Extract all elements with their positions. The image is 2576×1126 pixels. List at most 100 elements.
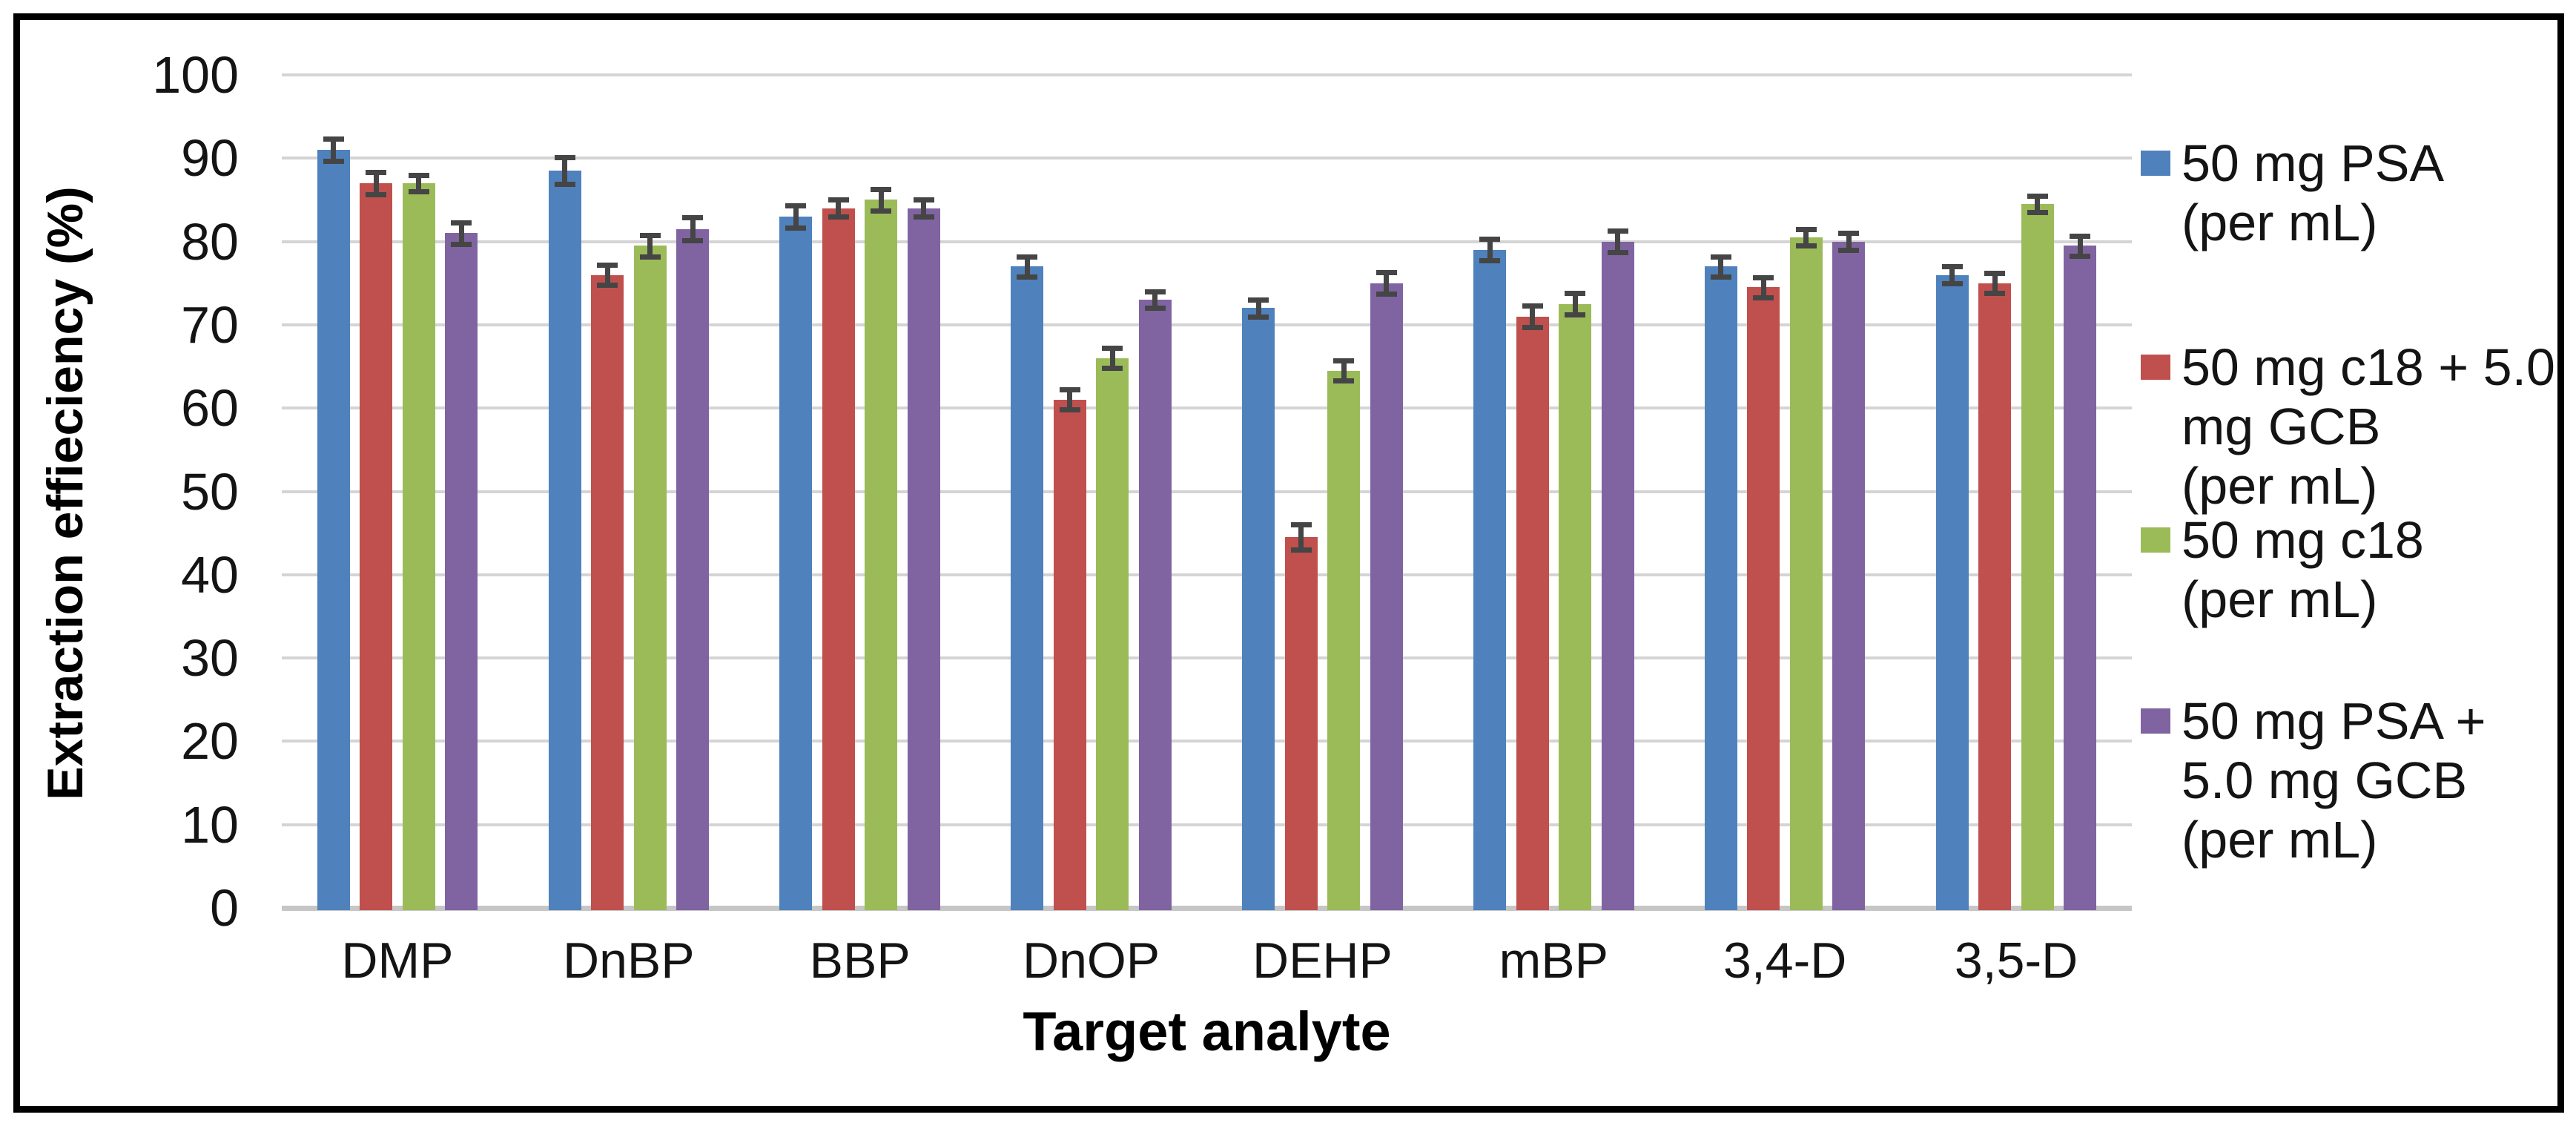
error-bar (1298, 524, 1304, 550)
error-bar-cap (1838, 231, 1860, 237)
error-bar (416, 174, 422, 192)
error-bar-cap (828, 214, 849, 220)
error-bar-cap (1941, 264, 1963, 270)
error-bar-cap (1565, 312, 1586, 318)
x-category-label: DnOP (1022, 932, 1160, 989)
gridline-40 (282, 573, 2132, 576)
bar (1242, 308, 1275, 910)
legend-label-line: (per mL) (2182, 194, 2378, 251)
error-bar-cap (1607, 250, 1628, 256)
legend-label-line: (per mL) (2182, 811, 2378, 869)
error-bar-cap (1290, 547, 1312, 553)
bar (822, 208, 855, 910)
error-bar-cap (366, 191, 387, 197)
error-bar-cap (554, 155, 575, 161)
error-bar-cap (913, 214, 934, 220)
error-bar-cap (1522, 303, 1543, 309)
error-bar-cap (451, 220, 472, 225)
legend-swatch (2141, 151, 2170, 176)
legend-label-line: 50 mg c18 + 5.0 (2182, 338, 2555, 396)
y-tick-label: 100 (152, 46, 239, 104)
error-bar (2077, 235, 2083, 256)
error-bar (1067, 389, 1073, 410)
bar (1935, 274, 1969, 910)
error-bar (1530, 306, 1536, 328)
error-bar-cap (2070, 233, 2091, 239)
error-bar (1341, 360, 1347, 381)
error-bar-cap (408, 189, 429, 195)
error-bar (878, 188, 884, 211)
error-bar-cap (913, 197, 934, 203)
error-bar-cap (682, 238, 704, 244)
bar (1053, 399, 1086, 910)
error-bar (1572, 293, 1578, 315)
error-bar (1615, 231, 1621, 253)
error-bar-cap (871, 186, 892, 192)
bar (1832, 241, 1866, 910)
error-bar-cap (639, 232, 661, 238)
x-category-label: mBP (1499, 932, 1608, 989)
legend-label-line: (per mL) (2182, 457, 2378, 515)
error-bar (1846, 233, 1852, 250)
x-category-label: DEHP (1252, 932, 1393, 989)
bar (1473, 249, 1507, 910)
bar (360, 182, 393, 910)
error-bar-cap (1059, 407, 1080, 413)
bar (317, 150, 350, 910)
bar (1138, 300, 1172, 910)
figure-border (13, 13, 2564, 1113)
bar (1601, 241, 1634, 910)
y-tick-label: 60 (181, 379, 239, 438)
bar (445, 233, 478, 910)
error-bar (690, 217, 696, 241)
bar (1747, 287, 1780, 910)
error-bar-cap (1017, 274, 1038, 280)
bar (2064, 246, 2097, 910)
error-bar-cap (597, 263, 618, 269)
bar (1516, 316, 1549, 910)
error-bar-cap (785, 225, 807, 231)
error-bar-cap (1522, 325, 1543, 331)
error-bar-cap (554, 182, 575, 188)
error-bar (793, 205, 799, 228)
bar (1284, 537, 1318, 910)
error-bar-cap (1838, 247, 1860, 253)
error-bar-cap (1375, 270, 1397, 276)
error-bar-cap (1059, 387, 1080, 393)
error-bar (1152, 291, 1158, 309)
error-bar (647, 234, 653, 257)
bar (1789, 237, 1823, 910)
bar (1327, 370, 1361, 910)
gridline-50 (282, 490, 2132, 493)
gridline-0 (282, 906, 2132, 911)
error-bar (921, 200, 927, 217)
bar (548, 171, 581, 910)
legend-label-line: (per mL) (2182, 570, 2378, 628)
gridline-20 (282, 740, 2132, 743)
error-bar (1992, 273, 1998, 294)
error-bar-cap (1102, 346, 1123, 352)
error-bar (331, 139, 337, 161)
y-tick-label: 0 (210, 879, 239, 937)
error-bar (836, 200, 842, 217)
error-bar-cap (871, 208, 892, 214)
error-bar-cap (451, 241, 472, 247)
error-bar (2035, 195, 2041, 213)
x-category-label: BBP (809, 932, 911, 989)
bar (633, 246, 667, 910)
error-bar-cap (1248, 297, 1269, 303)
error-bar-cap (1479, 258, 1501, 264)
error-bar-cap (1710, 274, 1731, 280)
bar (402, 182, 435, 910)
error-bar (1109, 348, 1115, 369)
bar (865, 200, 898, 910)
error-bar-cap (1333, 358, 1355, 364)
error-bar-cap (2027, 193, 2048, 199)
error-bar-cap (1333, 378, 1355, 384)
error-bar (604, 265, 610, 285)
error-bar-cap (2070, 253, 2091, 259)
error-bar-cap (785, 203, 807, 209)
bar (676, 228, 710, 910)
bar (1978, 283, 2012, 910)
gridline-70 (282, 323, 2132, 326)
